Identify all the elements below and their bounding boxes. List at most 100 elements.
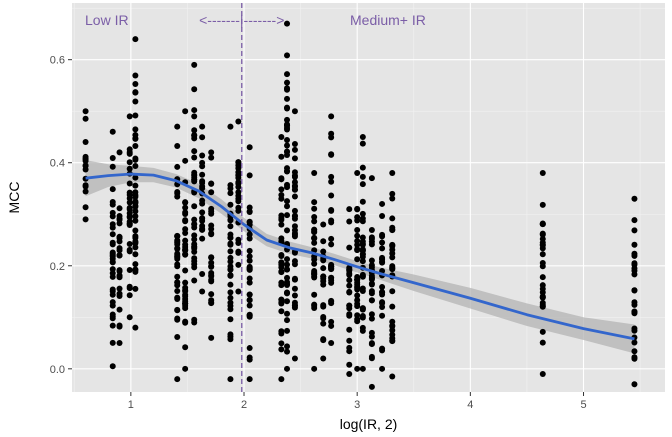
data-point xyxy=(368,315,375,322)
data-point xyxy=(379,200,386,207)
data-point xyxy=(359,324,366,331)
data-point xyxy=(354,292,361,299)
data-point xyxy=(246,275,253,282)
data-point xyxy=(379,245,386,252)
data-point xyxy=(191,244,198,251)
smooth-trend-line xyxy=(85,172,635,341)
data-point xyxy=(368,234,375,241)
data-point xyxy=(116,340,123,347)
data-point xyxy=(246,257,253,264)
data-point xyxy=(379,345,386,352)
data-point xyxy=(359,306,366,313)
data-point xyxy=(182,344,189,351)
data-point xyxy=(246,345,253,352)
data-point xyxy=(227,248,234,255)
data-point xyxy=(82,115,89,122)
data-point xyxy=(284,261,291,268)
data-point xyxy=(278,376,285,383)
data-point xyxy=(389,338,396,345)
data-point xyxy=(389,242,396,249)
data-point xyxy=(539,170,546,177)
data-point xyxy=(199,152,206,159)
data-point xyxy=(291,292,298,299)
data-point xyxy=(311,205,318,212)
data-point xyxy=(278,186,285,193)
data-point xyxy=(291,276,298,283)
data-point xyxy=(132,261,139,268)
data-point xyxy=(174,316,181,323)
data-point xyxy=(182,293,189,300)
data-point xyxy=(208,291,215,298)
data-point xyxy=(368,383,375,390)
data-point xyxy=(539,201,546,208)
data-point xyxy=(311,235,318,242)
data-point xyxy=(291,258,298,265)
data-point xyxy=(132,112,139,119)
data-point xyxy=(227,201,234,208)
data-point xyxy=(174,334,181,341)
data-point xyxy=(539,289,546,296)
data-point xyxy=(354,365,361,372)
data-point xyxy=(191,203,198,210)
data-point xyxy=(359,140,366,147)
data-point xyxy=(82,188,89,195)
data-point xyxy=(278,340,285,347)
data-point xyxy=(389,288,396,295)
data-point xyxy=(320,336,327,343)
data-point xyxy=(539,260,546,267)
data-point xyxy=(246,253,253,260)
data-point xyxy=(278,212,285,219)
data-point xyxy=(631,348,638,355)
data-point xyxy=(246,354,253,361)
data-point xyxy=(291,186,298,193)
data-point xyxy=(246,297,253,304)
data-point xyxy=(182,157,189,164)
data-point xyxy=(278,176,285,183)
data-point xyxy=(191,154,198,161)
data-point xyxy=(126,314,133,321)
data-point xyxy=(284,126,291,133)
data-point xyxy=(126,220,133,227)
data-point xyxy=(208,154,215,161)
data-point xyxy=(631,260,638,267)
data-point xyxy=(132,208,139,215)
data-point xyxy=(354,246,361,253)
data-point xyxy=(631,301,638,308)
data-point xyxy=(389,190,396,197)
data-point xyxy=(174,238,181,245)
data-point xyxy=(182,241,189,248)
data-point xyxy=(199,159,206,166)
data-point xyxy=(109,231,116,238)
data-point xyxy=(116,274,123,281)
data-point xyxy=(359,246,366,253)
data-point xyxy=(284,298,291,305)
data-point xyxy=(291,172,298,179)
data-point xyxy=(284,79,291,86)
data-point xyxy=(116,267,123,274)
data-point xyxy=(82,162,89,169)
data-point xyxy=(116,247,123,254)
annotation-low-ir: Low IR xyxy=(85,12,129,28)
data-point xyxy=(116,285,123,292)
data-point xyxy=(116,252,123,259)
data-point xyxy=(346,271,353,278)
data-point xyxy=(109,363,116,370)
data-point xyxy=(320,248,327,255)
data-point xyxy=(126,165,133,172)
data-point xyxy=(354,286,361,293)
data-point xyxy=(346,218,353,225)
data-point xyxy=(126,213,133,220)
data-point xyxy=(346,277,353,284)
data-point xyxy=(191,178,198,185)
data-point xyxy=(116,235,123,242)
data-point xyxy=(631,354,638,361)
data-point xyxy=(235,236,242,243)
data-point xyxy=(174,190,181,197)
data-point xyxy=(346,344,353,351)
data-point xyxy=(354,232,361,239)
data-point xyxy=(199,271,206,278)
data-point xyxy=(132,227,139,234)
data-point xyxy=(379,289,386,296)
data-point xyxy=(389,331,396,338)
